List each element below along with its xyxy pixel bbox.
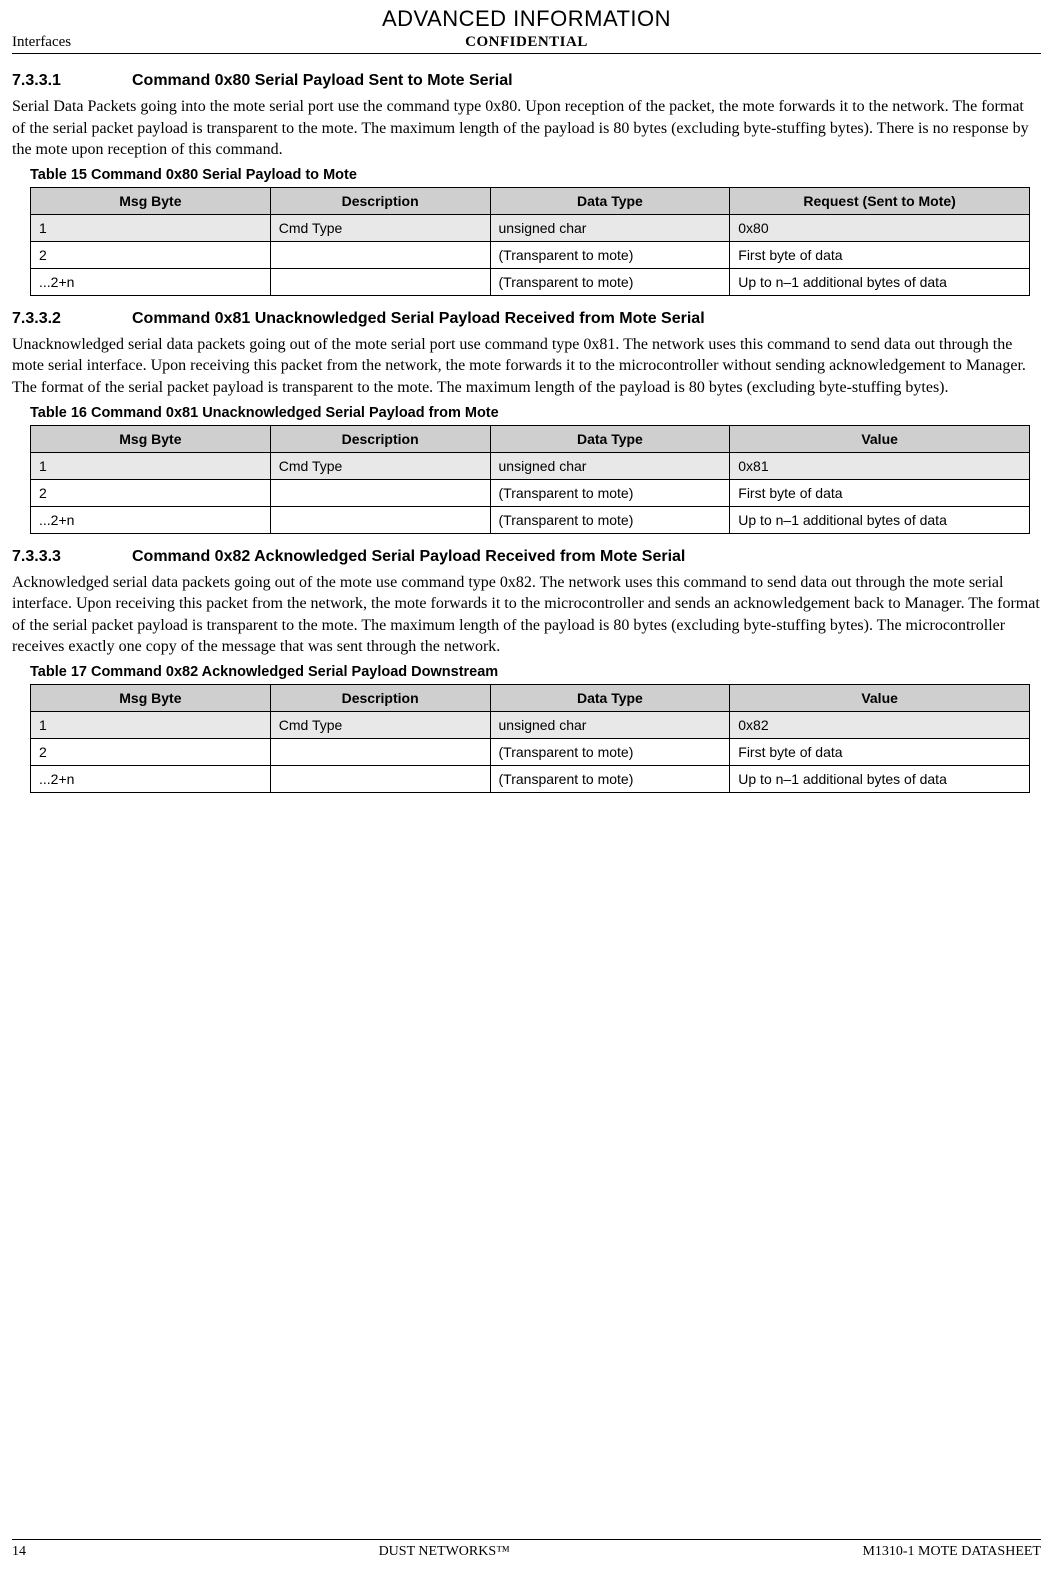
section-heading: 7.3.3.3Command 0x82 Acknowledged Serial … <box>12 548 1041 566</box>
footer-center: DUST NETWORKS™ <box>379 1544 510 1560</box>
table-cell: Cmd Type <box>270 711 490 738</box>
table-cell: unsigned char <box>490 214 730 241</box>
column-header: Data Type <box>490 425 730 452</box>
table-cell: Cmd Type <box>270 452 490 479</box>
table-cell: 0x82 <box>730 711 1030 738</box>
column-header: Data Type <box>490 187 730 214</box>
table-cell <box>270 738 490 765</box>
section-paragraph: Unacknowledged serial data packets going… <box>12 334 1041 399</box>
table-cell: ...2+n <box>31 268 271 295</box>
footer: 14 DUST NETWORKS™ M1310-1 MOTE DATASHEET <box>12 1539 1041 1560</box>
table-row: ...2+n (Transparent to mote)Up to n–1 add… <box>31 765 1030 792</box>
header-left: Interfaces <box>12 34 355 51</box>
header-row: Interfaces CONFIDENTIAL <box>12 34 1041 51</box>
table-cell: (Transparent to mote) <box>490 765 730 792</box>
table-cell: 1 <box>31 452 271 479</box>
table-row: 2 (Transparent to mote)First byte of data <box>31 241 1030 268</box>
column-header: Request (Sent to Mote) <box>730 187 1030 214</box>
table-cell: unsigned char <box>490 452 730 479</box>
table-row: ...2+n (Transparent to mote)Up to n–1 add… <box>31 268 1030 295</box>
table-cell: ...2+n <box>31 765 271 792</box>
section-title: Command 0x81 Unacknowledged Serial Paylo… <box>132 310 705 327</box>
table-cell: First byte of data <box>730 738 1030 765</box>
section-number: 7.3.3.1 <box>12 72 132 90</box>
table-cell: (Transparent to mote) <box>490 241 730 268</box>
table-row: ...2+n (Transparent to mote)Up to n–1 add… <box>31 506 1030 533</box>
table-cell: 1 <box>31 711 271 738</box>
header-rule <box>12 53 1041 54</box>
column-header: Value <box>730 684 1030 711</box>
section-number: 7.3.3.2 <box>12 310 132 328</box>
data-table: Msg ByteDescriptionData TypeValue1Cmd Ty… <box>30 425 1030 534</box>
table-caption: Table 15 Command 0x80 Serial Payload to … <box>30 167 1041 183</box>
footer-right: M1310-1 MOTE DATASHEET <box>862 1544 1041 1560</box>
column-header: Data Type <box>490 684 730 711</box>
data-table: Msg ByteDescriptionData TypeRequest (Sen… <box>30 187 1030 296</box>
table-row: 1Cmd Typeunsigned char0x80 <box>31 214 1030 241</box>
table-cell: (Transparent to mote) <box>490 268 730 295</box>
table-cell: 0x81 <box>730 452 1030 479</box>
table-cell: 2 <box>31 738 271 765</box>
table-cell: (Transparent to mote) <box>490 738 730 765</box>
table-caption: Table 17 Command 0x82 Acknowledged Seria… <box>30 664 1041 680</box>
table-caption: Table 16 Command 0x81 Unacknowledged Ser… <box>30 405 1041 421</box>
table-cell: First byte of data <box>730 479 1030 506</box>
table-cell: (Transparent to mote) <box>490 506 730 533</box>
page-number: 14 <box>12 1544 26 1560</box>
table-cell <box>270 241 490 268</box>
table-cell: ...2+n <box>31 506 271 533</box>
section-title: Command 0x80 Serial Payload Sent to Mote… <box>132 72 513 89</box>
column-header: Description <box>270 187 490 214</box>
table-cell <box>270 506 490 533</box>
table-cell: 2 <box>31 479 271 506</box>
column-header: Msg Byte <box>31 425 271 452</box>
table-cell: Up to n–1 additional bytes of data <box>730 765 1030 792</box>
section-paragraph: Acknowledged serial data packets going o… <box>12 572 1041 658</box>
top-banner: ADVANCED INFORMATION <box>12 6 1041 32</box>
table-cell: First byte of data <box>730 241 1030 268</box>
table-row: 2 (Transparent to mote)First byte of data <box>31 738 1030 765</box>
header-center: CONFIDENTIAL <box>355 34 698 51</box>
table-cell: 0x80 <box>730 214 1030 241</box>
page: ADVANCED INFORMATION Interfaces CONFIDEN… <box>0 0 1053 1570</box>
table-cell: 1 <box>31 214 271 241</box>
column-header: Msg Byte <box>31 187 271 214</box>
table-row: 2 (Transparent to mote)First byte of data <box>31 479 1030 506</box>
column-header: Value <box>730 425 1030 452</box>
table-cell: 2 <box>31 241 271 268</box>
section-title: Command 0x82 Acknowledged Serial Payload… <box>132 548 685 565</box>
section-number: 7.3.3.3 <box>12 548 132 566</box>
section-heading: 7.3.3.2Command 0x81 Unacknowledged Seria… <box>12 310 1041 328</box>
column-header: Description <box>270 684 490 711</box>
section-heading: 7.3.3.1Command 0x80 Serial Payload Sent … <box>12 72 1041 90</box>
data-table: Msg ByteDescriptionData TypeValue1Cmd Ty… <box>30 684 1030 793</box>
table-cell <box>270 765 490 792</box>
section-paragraph: Serial Data Packets going into the mote … <box>12 96 1041 161</box>
column-header: Msg Byte <box>31 684 271 711</box>
table-cell <box>270 479 490 506</box>
table-row: 1Cmd Typeunsigned char0x82 <box>31 711 1030 738</box>
table-cell <box>270 268 490 295</box>
column-header: Description <box>270 425 490 452</box>
table-cell: Cmd Type <box>270 214 490 241</box>
footer-rule <box>12 1539 1041 1540</box>
table-cell: unsigned char <box>490 711 730 738</box>
table-cell: Up to n–1 additional bytes of data <box>730 506 1030 533</box>
table-cell: Up to n–1 additional bytes of data <box>730 268 1030 295</box>
table-cell: (Transparent to mote) <box>490 479 730 506</box>
table-row: 1Cmd Typeunsigned char0x81 <box>31 452 1030 479</box>
